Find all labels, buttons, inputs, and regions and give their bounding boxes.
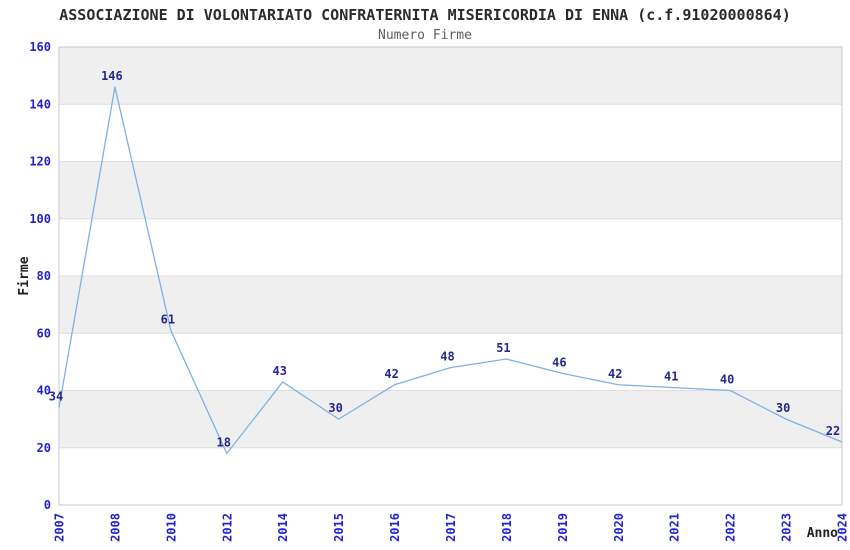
x-tick-label: 2023 [780, 513, 794, 542]
x-tick-label: 2018 [500, 513, 514, 542]
data-point-label: 43 [272, 364, 286, 378]
x-tick-label: 2015 [332, 513, 346, 542]
plot-band [59, 276, 842, 334]
x-tick-label: 2007 [53, 513, 67, 542]
data-point-label: 146 [101, 69, 123, 83]
chart-subtitle: Numero Firme [378, 28, 472, 43]
y-tick-label: 120 [29, 155, 51, 169]
y-tick-label: 80 [37, 269, 51, 283]
x-tick-label: 2017 [444, 513, 458, 542]
y-tick-label: 100 [29, 212, 51, 226]
y-tick-label: 40 [37, 384, 51, 398]
x-tick-label: 2022 [724, 513, 738, 542]
data-point-label: 48 [440, 350, 454, 364]
x-tick-label: 2016 [388, 513, 402, 542]
x-tick-label: 2021 [668, 513, 682, 542]
x-tick-label: 2010 [164, 513, 178, 542]
x-axis-title: Anno [807, 526, 838, 541]
data-point-label: 30 [776, 401, 790, 415]
x-tick-label: 2014 [276, 513, 290, 542]
data-point-label: 46 [552, 355, 566, 369]
y-axis-title: Firme [17, 256, 32, 295]
x-tick-label: 2024 [836, 513, 850, 542]
data-point-label: 18 [217, 435, 231, 449]
x-tick-label: 2008 [108, 513, 122, 542]
x-tick-label: 2012 [220, 513, 234, 542]
y-tick-label: 140 [29, 97, 51, 111]
y-tick-label: 60 [37, 326, 51, 340]
data-point-label: 40 [720, 373, 734, 387]
plot-band [59, 47, 842, 105]
y-tick-label: 0 [44, 498, 51, 512]
data-line [58, 86, 843, 455]
data-point-label: 42 [384, 367, 398, 381]
data-point-label: 51 [496, 341, 510, 355]
data-point-label: 61 [161, 312, 175, 326]
chart-title: ASSOCIAZIONE DI VOLONTARIATO CONFRATERNI… [59, 6, 791, 24]
plot-band [59, 161, 842, 219]
x-tick-label: 2019 [556, 513, 570, 542]
data-point-label: 42 [608, 367, 622, 381]
plot-band [59, 390, 842, 448]
data-point-label: 34 [49, 390, 63, 404]
plot-border [58, 46, 843, 506]
data-point-label: 22 [826, 424, 840, 438]
x-tick-label: 2020 [612, 513, 626, 542]
y-tick-label: 20 [37, 441, 51, 455]
y-tick-label: 160 [29, 40, 51, 54]
data-point-label: 41 [664, 370, 678, 384]
data-point-label: 30 [328, 401, 342, 415]
